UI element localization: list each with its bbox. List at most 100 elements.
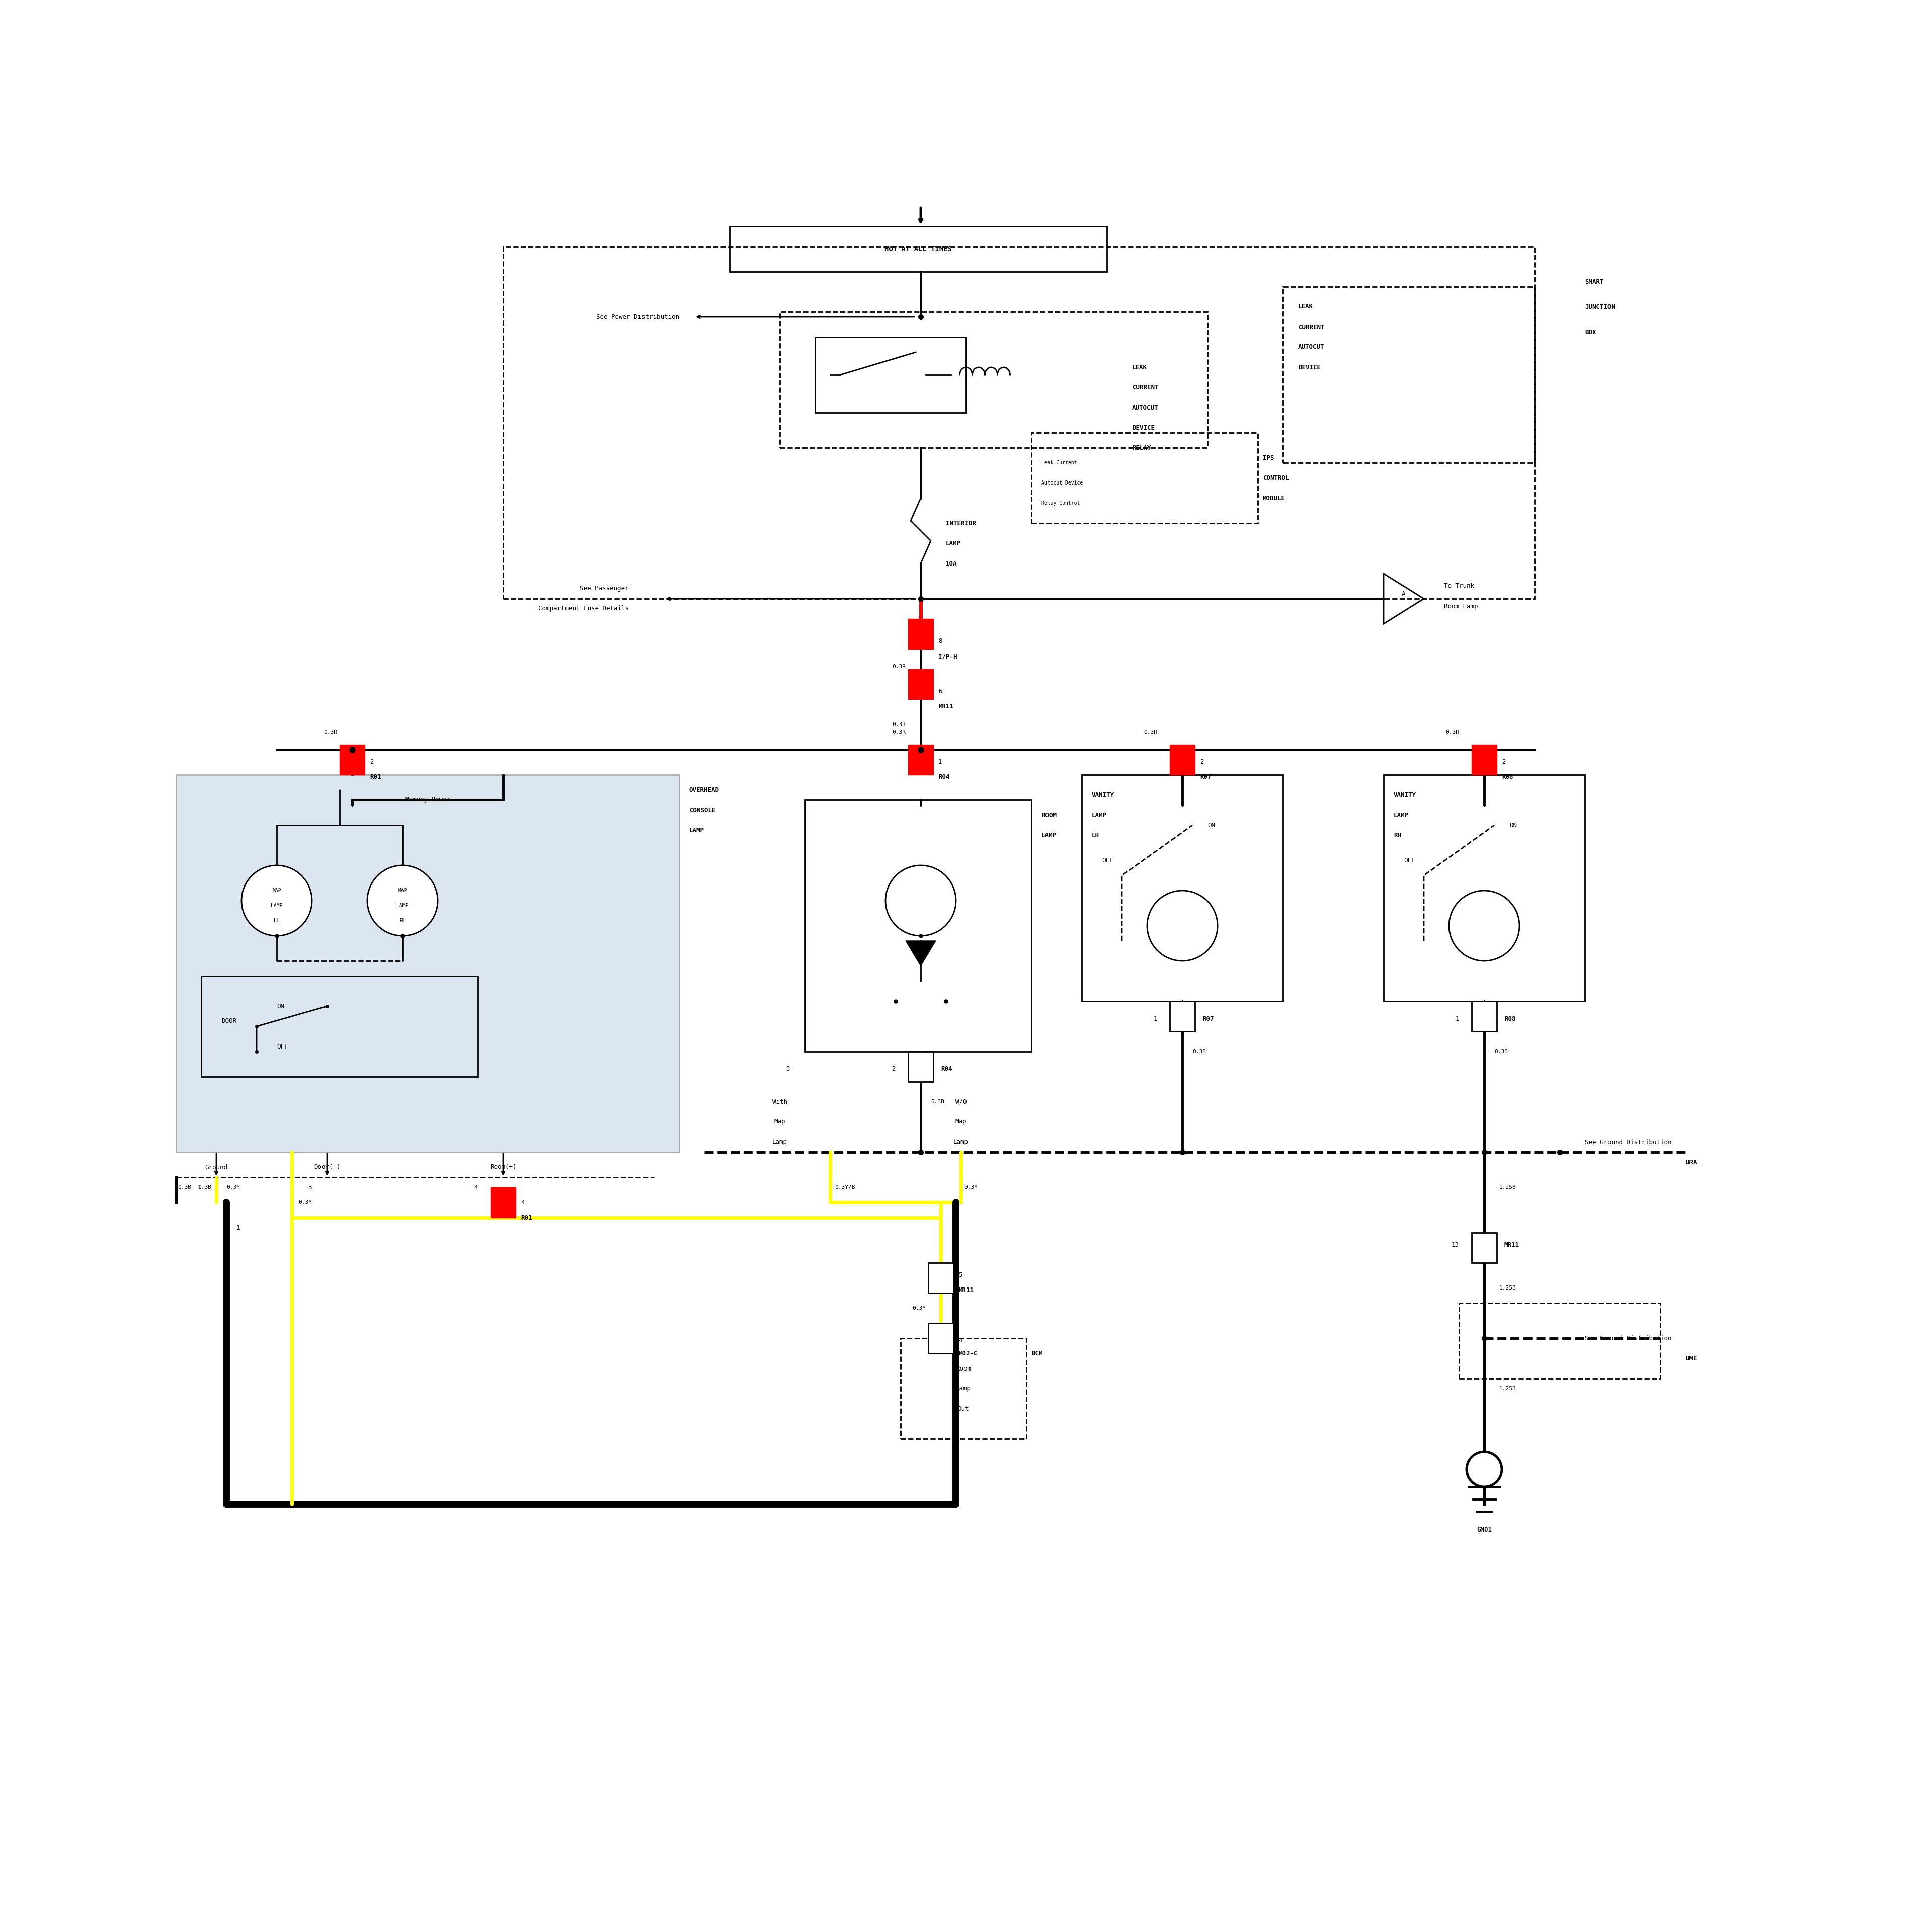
- Text: AUTOCUT: AUTOCUT: [1298, 344, 1325, 350]
- Circle shape: [885, 866, 956, 935]
- Bar: [1472, 744, 1497, 775]
- Text: 0.3B: 0.3B: [178, 1184, 191, 1190]
- Text: OFF: OFF: [1101, 858, 1113, 864]
- Text: 2: 2: [369, 759, 373, 765]
- Text: RH: RH: [400, 918, 406, 923]
- Text: DOOR: DOOR: [222, 1018, 236, 1024]
- Text: 5: 5: [958, 1271, 962, 1279]
- Text: 4: 4: [958, 1337, 962, 1345]
- Text: See Passenger: See Passenger: [580, 585, 630, 591]
- Text: GM01: GM01: [1476, 1526, 1492, 1532]
- Text: SMART: SMART: [1584, 278, 1604, 286]
- Text: CONSOLE: CONSOLE: [690, 808, 715, 813]
- Text: CONTROL: CONTROL: [1264, 475, 1289, 481]
- Text: MAP: MAP: [272, 889, 282, 893]
- Text: 4: 4: [473, 1184, 477, 1190]
- Text: 0.3Y/B: 0.3Y/B: [835, 1184, 856, 1190]
- Text: 1.25B: 1.25B: [1499, 1385, 1517, 1391]
- Bar: [1169, 744, 1194, 775]
- Text: Relay Control: Relay Control: [1041, 500, 1080, 506]
- Circle shape: [367, 866, 439, 935]
- Text: M02-C: M02-C: [958, 1350, 978, 1356]
- Bar: [927, 1323, 952, 1354]
- Text: R08: R08: [1505, 1016, 1517, 1022]
- Text: 0.3B: 0.3B: [1192, 1049, 1206, 1055]
- Bar: [1383, 775, 1584, 1001]
- Bar: [730, 226, 1107, 272]
- Text: Compartment Fuse Details: Compartment Fuse Details: [539, 605, 630, 612]
- Bar: [1082, 775, 1283, 1001]
- Text: 0.3R: 0.3R: [893, 723, 906, 726]
- Text: 1: 1: [1153, 1016, 1157, 1022]
- Text: DEVICE: DEVICE: [1298, 363, 1321, 371]
- Bar: [502, 247, 1534, 599]
- Bar: [201, 976, 477, 1076]
- Text: Room: Room: [956, 1366, 972, 1372]
- Bar: [1169, 1001, 1194, 1032]
- Text: Room(+): Room(+): [491, 1163, 516, 1171]
- Bar: [1472, 1001, 1497, 1032]
- Text: 0.3B: 0.3B: [1493, 1049, 1507, 1055]
- Text: See Ground Distribution: See Ground Distribution: [1584, 1138, 1671, 1146]
- Text: 0.3R: 0.3R: [1144, 730, 1157, 734]
- Text: Out: Out: [958, 1405, 970, 1412]
- Text: R07: R07: [1200, 775, 1211, 781]
- Text: 1.25B: 1.25B: [1499, 1285, 1517, 1291]
- Bar: [908, 618, 933, 649]
- Text: LH: LH: [274, 918, 280, 923]
- Text: MODULE: MODULE: [1264, 495, 1285, 502]
- Text: Map: Map: [775, 1119, 786, 1124]
- Text: HOT AT ALL TIMES: HOT AT ALL TIMES: [885, 245, 952, 253]
- Text: With: With: [773, 1099, 788, 1105]
- Bar: [908, 1051, 933, 1082]
- Circle shape: [1466, 1451, 1501, 1488]
- Circle shape: [1148, 891, 1217, 960]
- Text: 0.3R: 0.3R: [893, 730, 906, 734]
- Text: Door(-): Door(-): [313, 1163, 340, 1171]
- Text: LAMP: LAMP: [690, 827, 705, 833]
- Text: IPS: IPS: [1264, 454, 1275, 462]
- Text: RH: RH: [1393, 833, 1401, 838]
- Text: AUTOCUT: AUTOCUT: [1132, 404, 1159, 412]
- Text: LEAK: LEAK: [1298, 303, 1314, 311]
- Text: LEAK: LEAK: [1132, 363, 1148, 371]
- Bar: [900, 1339, 1026, 1439]
- Text: Map: Map: [954, 1119, 966, 1124]
- Text: Memory Power: Memory Power: [406, 796, 450, 804]
- Text: R07: R07: [1202, 1016, 1213, 1022]
- Text: R04: R04: [939, 775, 951, 781]
- Text: See Power Distribution: See Power Distribution: [597, 313, 680, 321]
- Text: OVERHEAD: OVERHEAD: [690, 786, 719, 794]
- Bar: [806, 800, 1032, 1051]
- Text: MAP: MAP: [398, 889, 408, 893]
- Text: Room Lamp: Room Lamp: [1443, 603, 1478, 609]
- Text: 2: 2: [893, 1066, 896, 1072]
- Text: Lamp: Lamp: [952, 1138, 968, 1146]
- Text: Ground: Ground: [205, 1163, 228, 1171]
- Bar: [1472, 1233, 1497, 1264]
- Text: CURRENT: CURRENT: [1132, 384, 1159, 390]
- Text: To Trunk: To Trunk: [1443, 583, 1474, 589]
- Text: VANITY: VANITY: [1092, 792, 1115, 798]
- Bar: [815, 336, 966, 413]
- Polygon shape: [906, 941, 935, 966]
- Text: R08: R08: [1501, 775, 1513, 781]
- Text: LAMP: LAMP: [1041, 833, 1057, 838]
- Text: RELAY: RELAY: [1132, 444, 1151, 450]
- Text: 1: 1: [197, 1184, 201, 1190]
- Text: R01: R01: [369, 775, 381, 781]
- Text: BOX: BOX: [1584, 328, 1596, 336]
- Text: 0.3R: 0.3R: [893, 665, 906, 668]
- Text: LAMP: LAMP: [1092, 811, 1107, 819]
- Text: 0.3B: 0.3B: [197, 1184, 211, 1190]
- Text: R01: R01: [522, 1215, 531, 1221]
- Text: LAMP: LAMP: [270, 902, 282, 908]
- Text: 1: 1: [939, 759, 943, 765]
- Text: ROOM: ROOM: [1041, 811, 1057, 819]
- Text: MR11: MR11: [958, 1287, 974, 1294]
- Text: LAMP: LAMP: [947, 541, 960, 547]
- Text: W/O: W/O: [954, 1099, 966, 1105]
- Text: 0.3Y: 0.3Y: [226, 1184, 240, 1190]
- Text: A: A: [1403, 591, 1406, 597]
- Text: 4: 4: [522, 1200, 524, 1206]
